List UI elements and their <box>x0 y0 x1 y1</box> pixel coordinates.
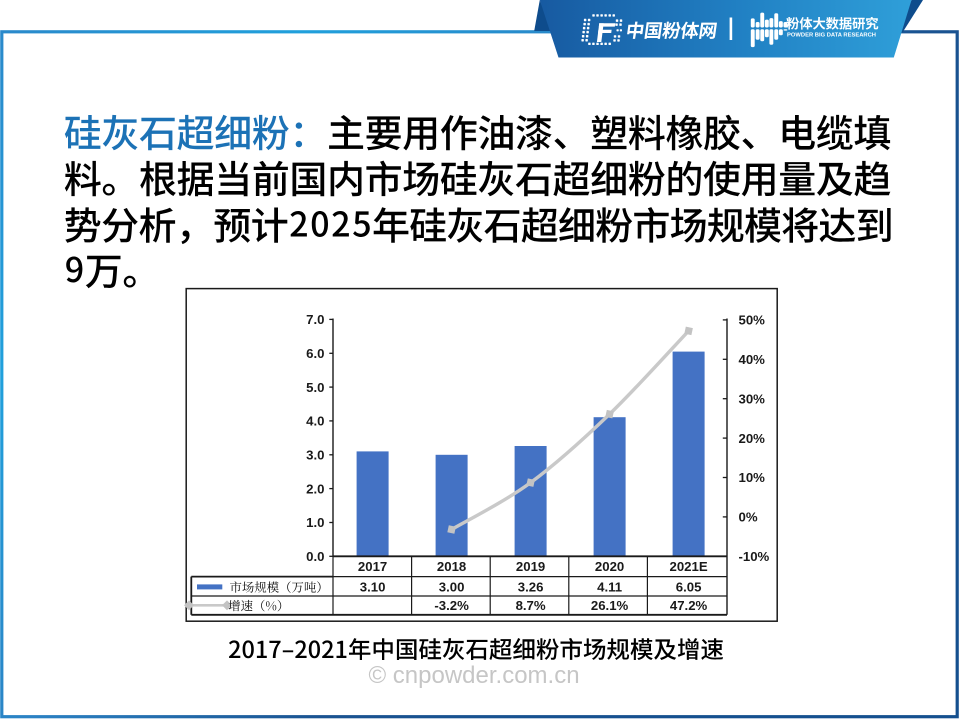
svg-text:4.0: 4.0 <box>306 414 324 429</box>
svg-text:4.11: 4.11 <box>597 579 622 594</box>
svg-text:POWDER BIG DATA RESEARCH: POWDER BIG DATA RESEARCH <box>787 32 876 38</box>
svg-text:2.0: 2.0 <box>306 481 324 496</box>
svg-text:-10%: -10% <box>739 549 770 564</box>
svg-text:3.26: 3.26 <box>518 579 544 594</box>
svg-text:2017: 2017 <box>358 559 387 574</box>
svg-text:3.10: 3.10 <box>360 579 386 594</box>
svg-text:2019: 2019 <box>516 559 545 574</box>
svg-text:© cnpowder.com.cn: © cnpowder.com.cn <box>368 662 579 689</box>
svg-text:6.0: 6.0 <box>306 346 324 361</box>
svg-text:20%: 20% <box>739 431 766 446</box>
svg-text:8.7%: 8.7% <box>516 598 546 613</box>
svg-text:5.0: 5.0 <box>306 380 324 395</box>
svg-text:47.2%: 47.2% <box>670 598 708 613</box>
svg-text:0%: 0% <box>739 510 758 525</box>
svg-text:26.1%: 26.1% <box>591 598 629 613</box>
svg-text:2021E: 2021E <box>670 559 708 574</box>
svg-text:7.0: 7.0 <box>306 312 324 327</box>
svg-text:1.0: 1.0 <box>306 515 324 530</box>
svg-text:6.05: 6.05 <box>676 579 702 594</box>
svg-text:2018: 2018 <box>437 559 466 574</box>
svg-text:30%: 30% <box>739 391 766 406</box>
svg-text:2020: 2020 <box>595 559 624 574</box>
svg-text:3.00: 3.00 <box>439 579 465 594</box>
svg-text:10%: 10% <box>739 470 766 485</box>
svg-text:40%: 40% <box>739 352 766 367</box>
svg-text:0.0: 0.0 <box>306 549 324 564</box>
svg-text:-3.2%: -3.2% <box>434 598 469 613</box>
svg-text:50%: 50% <box>739 313 766 328</box>
svg-text:3.0: 3.0 <box>306 448 324 463</box>
